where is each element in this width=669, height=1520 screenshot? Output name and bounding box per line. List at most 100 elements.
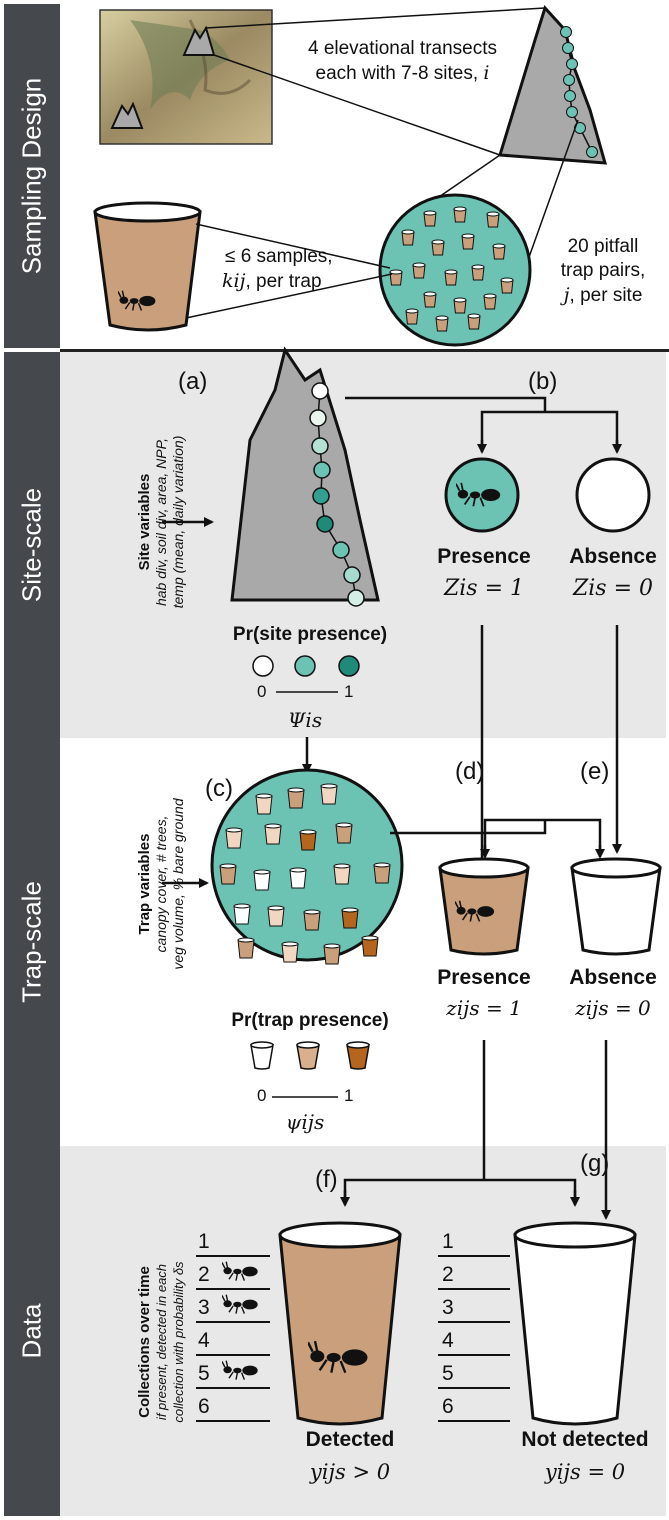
- pitfall-text-2-main: trap pairs,: [560, 260, 646, 281]
- cup-icon: [412, 262, 426, 279]
- cup-icon: [267, 905, 285, 927]
- pitfall-text-3: j, per site: [563, 284, 643, 306]
- mountain-icon: [110, 25, 216, 129]
- site-presence-eq: Zis = 1: [443, 576, 525, 601]
- legend-site-high: [338, 655, 360, 677]
- trap-variables-title: Trap variables: [136, 833, 153, 935]
- cup-icon: [233, 903, 251, 925]
- cup-icon: [435, 315, 449, 332]
- cup-icon: [225, 827, 243, 849]
- trap-scale-min: 0: [257, 1086, 267, 1105]
- cup-icon: [264, 823, 282, 845]
- cup-icon: [361, 935, 379, 957]
- cup-icon: [467, 313, 481, 330]
- site-pr-title: Pr(site presence): [232, 624, 388, 645]
- samples-text-2: kij, per trap: [222, 270, 322, 293]
- collections-title: Collections over time: [136, 1266, 153, 1418]
- collection-number: 4: [442, 1329, 454, 1352]
- collections-line2: collection with probability δs: [171, 1261, 186, 1423]
- collection-number: 5: [198, 1362, 210, 1385]
- detected-eq: yijs > 0: [309, 1460, 391, 1484]
- label-g: (g): [580, 1150, 610, 1177]
- trap-presence-cup: [438, 857, 530, 956]
- pitfall-var: j: [563, 284, 570, 306]
- transects-text-1: 4 elevational transects: [307, 38, 498, 59]
- cup-icon: [303, 909, 321, 931]
- detected-label: Detected: [305, 1428, 395, 1451]
- cup-icon: [237, 937, 255, 959]
- label-f: (f): [315, 1166, 338, 1193]
- cup-icon: [483, 293, 497, 310]
- collection-number: 1: [198, 1230, 210, 1253]
- collection-number: 4: [198, 1329, 210, 1352]
- site-variables-line1: hab div, soil div, area, NPP,: [153, 437, 169, 607]
- site-scale-min: 0: [257, 682, 267, 701]
- label-d: (d): [455, 758, 485, 785]
- collection-lines-not-detected: [438, 1255, 510, 1422]
- transect-mountain: [498, 5, 608, 165]
- collection-number: 1: [442, 1230, 454, 1253]
- collection-number: 2: [442, 1263, 454, 1286]
- trap-variables-line1: canopy cover, # trees,: [153, 815, 169, 953]
- trap-psi: ψijs: [285, 1110, 325, 1134]
- collection-lines-detected: [196, 1255, 270, 1422]
- collection-number: 6: [198, 1395, 210, 1418]
- pitfall-text-2: trap pairs,: [548, 260, 658, 282]
- trap-presence-label: Presence: [437, 966, 531, 989]
- cup-icon: [461, 233, 475, 250]
- cup-icon: [253, 869, 271, 891]
- sample-cup: [93, 201, 202, 332]
- section-bar-sampling: Sampling Design: [4, 4, 60, 348]
- samples-text-2-main: , per trap: [245, 271, 322, 292]
- site-presence-label: Presence: [437, 545, 531, 568]
- site-absence-eq: Zis = 0: [572, 576, 654, 601]
- cup-icon: [335, 822, 353, 844]
- collections-text: Collections over time if present, detect…: [136, 1232, 188, 1452]
- cup-icon: [281, 941, 299, 963]
- cup-icon: [373, 862, 391, 884]
- site-variables: Site variables hab div, soil div, area, …: [136, 400, 188, 644]
- pitfall-text-1: 20 pitfall: [567, 236, 639, 257]
- not-detected-label: Not detected: [521, 1428, 649, 1451]
- trap-presence-eq: zijs = 1: [446, 996, 522, 1020]
- site-absence-circle: [575, 457, 651, 533]
- cup-icon: [500, 277, 514, 294]
- trap-absence-label: Absence: [569, 966, 657, 989]
- trap-variables-line2: veg volume, % bare ground: [170, 798, 186, 970]
- trap-absence-cup: [570, 857, 662, 956]
- site-variables-title: Site variables: [136, 473, 153, 571]
- legend-trap-high: [346, 1041, 370, 1070]
- section-bar-site: Site-scale: [4, 352, 60, 738]
- collection-number: 2: [198, 1263, 210, 1286]
- label-b: (b): [528, 368, 558, 395]
- collection-number: 5: [442, 1362, 454, 1385]
- cup-icon: [492, 243, 506, 260]
- site-psi: Ψis: [287, 708, 323, 732]
- cup-icon: [405, 308, 419, 325]
- trap-pr-title: Pr(trap presence): [231, 1010, 389, 1031]
- section-divider: [60, 349, 669, 352]
- transects-text-2-main: each with 7-8 sites,: [315, 63, 479, 84]
- cup-icon: [341, 907, 359, 929]
- site-variables-line2: temp (mean, daily variation): [170, 435, 186, 609]
- cup-icon: [471, 264, 485, 281]
- legend-site-low: [252, 655, 274, 677]
- cup-icon: [255, 793, 273, 815]
- cup-icon: [453, 206, 467, 223]
- cup-icon: [444, 269, 458, 286]
- transects-var: i: [483, 62, 490, 84]
- label-c: (c): [205, 775, 233, 802]
- section-bar-trap: Trap-scale: [4, 738, 60, 1146]
- not-detected-cup: [513, 1221, 637, 1426]
- legend-site-mid: [294, 655, 316, 677]
- trap-variables: Trap variables canopy cover, # trees, ve…: [136, 762, 188, 1006]
- transects-text-2: each with 7-8 sites, i: [290, 62, 515, 85]
- trap-cups: [219, 783, 391, 965]
- label-a: (a): [178, 368, 208, 395]
- site-scale-max: 1: [344, 682, 354, 701]
- cup-icon: [431, 239, 445, 256]
- site-presence-circle: [444, 457, 520, 533]
- cup-icon: [323, 943, 341, 965]
- cup-icon: [423, 210, 437, 227]
- cup-icon: [289, 867, 307, 889]
